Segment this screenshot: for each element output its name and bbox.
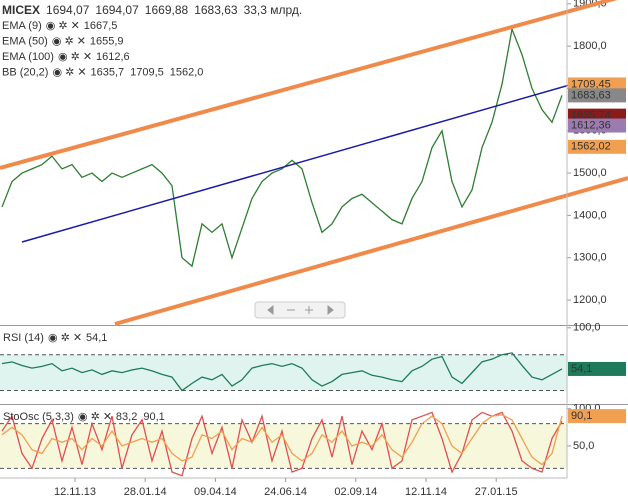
series-line xyxy=(1,411,563,477)
price-tag xyxy=(568,77,626,92)
price-tag-label: 1562,02 xyxy=(571,141,611,153)
x-tick-label: 28.01.14 xyxy=(124,486,167,498)
nav-bar[interactable] xyxy=(254,301,346,319)
indicator-value: 1667,5 xyxy=(84,20,118,32)
indicator-name: EMA (50) xyxy=(2,35,48,47)
indicator-icons: ◉ ✲ ✕ xyxy=(58,51,92,63)
indicator-icons: ◉ ✲ ✕ xyxy=(52,35,86,47)
x-tick-label: 12.11.14 xyxy=(405,486,447,498)
price-tag xyxy=(568,88,626,103)
upper-channel-line xyxy=(0,0,618,170)
panel-value: 90,1 xyxy=(143,411,164,423)
price-tag xyxy=(568,118,626,133)
y-tick-label: 100,0 xyxy=(573,322,601,334)
x-tick-label: 27.01.15 xyxy=(475,486,518,498)
nav-icons[interactable] xyxy=(267,304,334,316)
panel-title: RSI (14) xyxy=(3,332,44,344)
series-line xyxy=(1,414,563,466)
price-tag-label: 54,1 xyxy=(571,363,592,375)
price-tag-label: 1683,63 xyxy=(571,89,611,101)
indicator-icons: ◉ ✲ ✕ xyxy=(46,20,80,32)
panel-icons: ◉ ✲ ✕ xyxy=(78,411,112,423)
indicator-value: 1709,5 xyxy=(130,66,164,78)
indicator-value: 1562,0 xyxy=(170,66,204,78)
indicator-value: 1655,9 xyxy=(90,35,124,47)
y-tick-label: 1400,0 xyxy=(573,209,607,221)
quote: 1683,63 xyxy=(194,3,238,17)
price-tag xyxy=(568,409,626,424)
quote: 1669,88 xyxy=(145,3,189,17)
y-tick-label: 50,0 xyxy=(573,440,594,452)
level-band xyxy=(0,354,567,391)
price-tag-label: 1612,36 xyxy=(571,119,611,131)
quote: 33,3 млрд. xyxy=(244,3,303,17)
series-line xyxy=(1,26,563,268)
indicator-name: BB (20,2) xyxy=(2,66,48,78)
y-tick-label: 1500,0 xyxy=(573,167,607,179)
quote: 1694,07 xyxy=(46,3,90,17)
symbol: MICEX xyxy=(2,3,40,17)
overlay: 1709,451683,631635,741612,361562,0254,1R… xyxy=(2,3,626,498)
series-line xyxy=(1,352,563,392)
x-tick-label: 24.06.14 xyxy=(264,486,307,498)
lower-channel-line xyxy=(114,176,628,326)
indicator-value: 1612,6 xyxy=(96,51,130,63)
plot-background xyxy=(0,0,567,478)
price-tag-label: 90,1 xyxy=(571,410,592,422)
indicator-name: EMA (100) xyxy=(2,51,54,63)
panel-title: StoOsc (5,3,3) xyxy=(3,411,74,423)
quote: 1694,07 xyxy=(95,3,139,17)
indicator-name: EMA (9) xyxy=(2,20,42,32)
trend-line xyxy=(21,81,581,243)
price-tag-label: 1709,45 xyxy=(571,78,611,90)
x-tick-label: 09.04.14 xyxy=(194,486,237,498)
nav-buttons[interactable] xyxy=(254,301,346,319)
panel-icons: ◉ ✲ ✕ xyxy=(48,332,82,344)
indicator-value: 1635,7 xyxy=(90,66,124,78)
y-tick-label: 1200,0 xyxy=(573,294,607,306)
y-tick-label: 1300,0 xyxy=(573,252,607,264)
y-tick-label: 1800,0 xyxy=(573,40,607,52)
x-tick-label: 12.11.13 xyxy=(54,486,96,498)
panel-value: 54,1 xyxy=(86,332,107,344)
price-tag xyxy=(568,139,626,154)
panel-value: 83,2 xyxy=(116,411,137,423)
price-tag xyxy=(568,361,626,376)
x-tick-label: 02.09.14 xyxy=(334,486,377,498)
indicator-icons: ◉ ✲ ✕ xyxy=(52,66,86,78)
